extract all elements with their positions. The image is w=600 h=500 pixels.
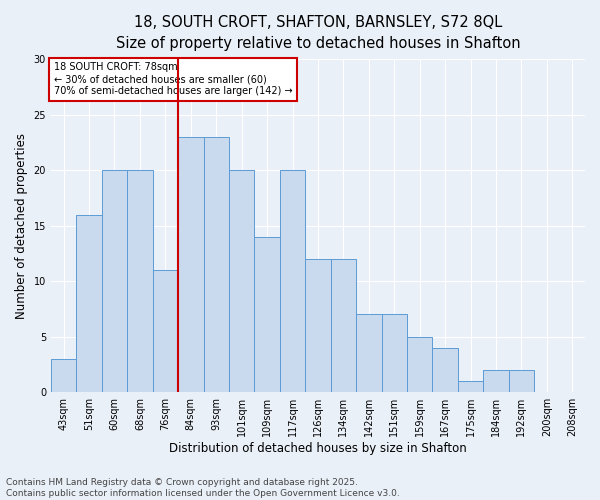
Bar [51, 359, 76, 392]
Bar [407, 336, 433, 392]
Bar [433, 348, 458, 392]
Bar [102, 170, 127, 392]
Bar [331, 259, 356, 392]
Bar [254, 237, 280, 392]
Bar [178, 137, 203, 392]
Bar [152, 270, 178, 392]
Bar [229, 170, 254, 392]
Bar [509, 370, 534, 392]
X-axis label: Distribution of detached houses by size in Shafton: Distribution of detached houses by size … [169, 442, 467, 455]
Bar [458, 381, 483, 392]
Bar [483, 370, 509, 392]
Bar [280, 170, 305, 392]
Bar [203, 137, 229, 392]
Text: 18 SOUTH CROFT: 78sqm
← 30% of detached houses are smaller (60)
70% of semi-deta: 18 SOUTH CROFT: 78sqm ← 30% of detached … [53, 62, 292, 96]
Bar [356, 314, 382, 392]
Bar [382, 314, 407, 392]
Bar [127, 170, 152, 392]
Bar [76, 214, 102, 392]
Y-axis label: Number of detached properties: Number of detached properties [15, 132, 28, 318]
Title: 18, SOUTH CROFT, SHAFTON, BARNSLEY, S72 8QL
Size of property relative to detache: 18, SOUTH CROFT, SHAFTON, BARNSLEY, S72 … [116, 15, 520, 51]
Text: Contains HM Land Registry data © Crown copyright and database right 2025.
Contai: Contains HM Land Registry data © Crown c… [6, 478, 400, 498]
Bar [305, 259, 331, 392]
